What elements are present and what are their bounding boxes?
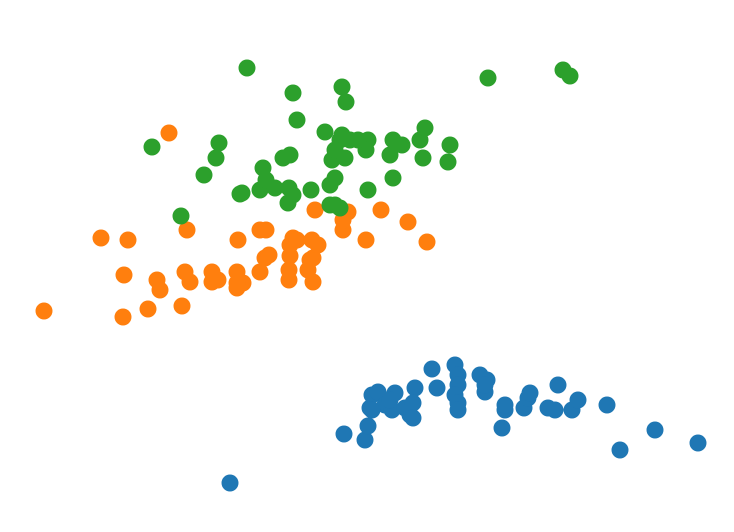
scatter-point [143, 138, 161, 156]
scatter-point [229, 231, 247, 249]
scatter-point [251, 263, 269, 281]
scatter-point [479, 69, 497, 87]
series-0 [221, 356, 707, 492]
scatter-point [288, 111, 306, 129]
scatter-point [172, 207, 190, 225]
scatter-point [333, 78, 351, 96]
series-2 [143, 59, 579, 225]
scatter-point [428, 379, 446, 397]
scatter-point [335, 425, 353, 443]
scatter-point [449, 401, 467, 419]
scatter-point [476, 376, 494, 394]
scatter-point [151, 281, 169, 299]
scatter-point [321, 196, 339, 214]
scatter-point [357, 231, 375, 249]
scatter-point [260, 246, 278, 264]
scatter-point [114, 308, 132, 326]
scatter-point [569, 391, 587, 409]
scatter-point [309, 236, 327, 254]
scatter-point [178, 221, 196, 239]
scatter-point [336, 149, 354, 167]
scatter-point [406, 379, 424, 397]
scatter-point [384, 169, 402, 187]
scatter-point [160, 124, 178, 142]
scatter-point [369, 383, 387, 401]
scatter-point [304, 273, 322, 291]
scatter-point [195, 166, 213, 184]
scatter-point [284, 186, 302, 204]
scatter-point [119, 231, 137, 249]
scatter-point [561, 67, 579, 85]
scatter-point [414, 149, 432, 167]
scatter-point [393, 136, 411, 154]
scatter-point [546, 401, 564, 419]
scatter-point [418, 233, 436, 251]
scatter-point [281, 146, 299, 164]
scatter-point [210, 134, 228, 152]
scatter-point [598, 396, 616, 414]
scatter-point [399, 213, 417, 231]
scatter-point [423, 360, 441, 378]
scatter-point [611, 441, 629, 459]
scatter-point [363, 401, 381, 419]
scatter-point [173, 297, 191, 315]
scatter-point [404, 409, 422, 427]
scatter-point [115, 266, 133, 284]
scatter-point [381, 391, 399, 409]
scatter-point [316, 123, 334, 141]
scatter-point [306, 201, 324, 219]
scatter-point [372, 201, 390, 219]
scatter-point [139, 300, 157, 318]
scatter-point [181, 273, 199, 291]
scatter-point [284, 84, 302, 102]
scatter-point [301, 251, 319, 269]
scatter-point [356, 431, 374, 449]
scatter-point [288, 231, 306, 249]
scatter-point [521, 384, 539, 402]
scatter-point [493, 419, 511, 437]
scatter-point [359, 417, 377, 435]
scatter-point [280, 261, 298, 279]
scatter-point [35, 302, 53, 320]
scatter-point [233, 184, 251, 202]
scatter-point [209, 271, 227, 289]
scatter-point [404, 394, 422, 412]
scatter-point [496, 396, 514, 414]
scatter-point [266, 179, 284, 197]
scatter-point [381, 146, 399, 164]
scatter-point [441, 136, 459, 154]
scatter-point [359, 181, 377, 199]
scatter-point [257, 221, 275, 239]
scatter-point [646, 421, 664, 439]
scatter-point [92, 229, 110, 247]
scatter-point [416, 119, 434, 137]
scatter-point [238, 59, 256, 77]
scatter-point [337, 93, 355, 111]
scatter-point [221, 474, 239, 492]
scatter-point [349, 131, 367, 149]
scatter-point [689, 434, 707, 452]
scatter-point [207, 149, 225, 167]
scatter-point [321, 176, 339, 194]
series-1 [35, 124, 436, 326]
scatter-point [549, 376, 567, 394]
scatter-point [228, 274, 246, 292]
scatter-point [439, 153, 457, 171]
scatter-point [302, 181, 320, 199]
